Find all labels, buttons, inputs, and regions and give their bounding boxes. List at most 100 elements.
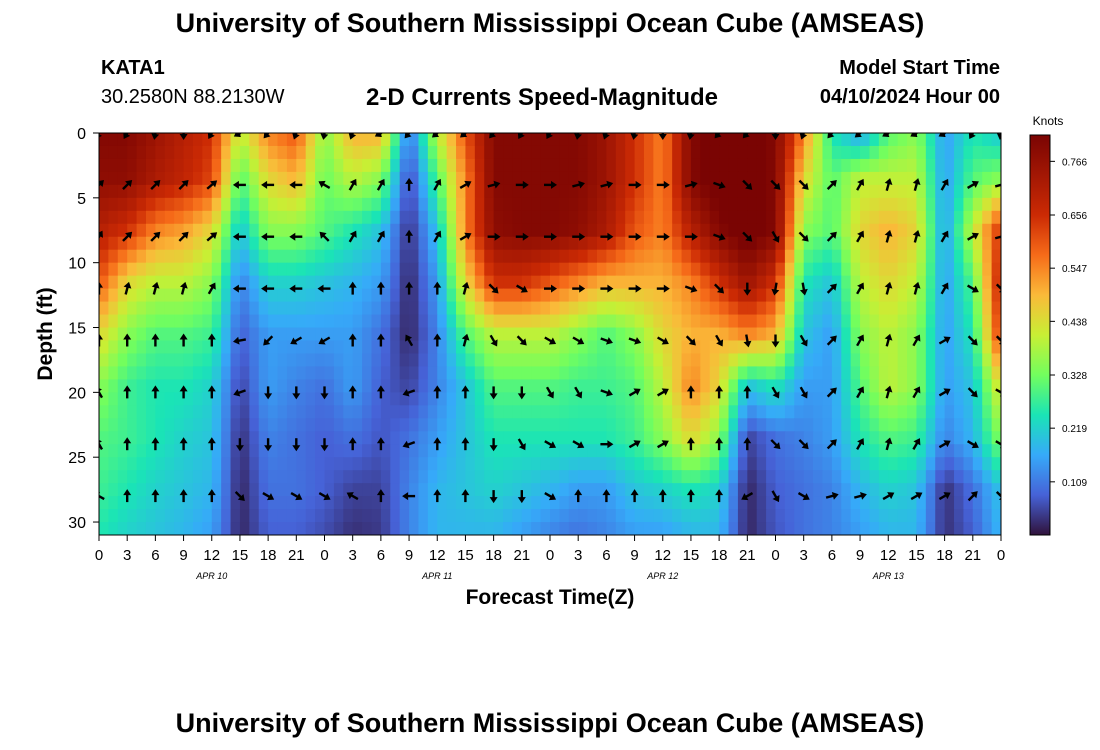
heatmap-cell (474, 288, 485, 303)
current-arrow (910, 492, 923, 501)
heatmap-cell (531, 431, 542, 445)
heatmap-cell (963, 197, 974, 212)
heatmap-cell (418, 301, 429, 316)
heatmap-cell (596, 483, 607, 497)
heatmap-cell (221, 509, 232, 523)
heatmap-cell (709, 483, 720, 497)
heatmap-cell (850, 288, 861, 303)
x-tick-label: 0 (771, 547, 779, 564)
heatmap-cell (991, 288, 1001, 303)
heatmap-cell (803, 133, 814, 147)
heatmap-cell (963, 314, 974, 329)
heatmap-cell (380, 145, 391, 160)
heatmap-cell (719, 522, 730, 535)
heatmap-cell (521, 392, 532, 406)
heatmap-cell (211, 418, 222, 432)
heatmap-cell (775, 418, 786, 432)
heatmap-cell (803, 262, 814, 277)
heatmap-cell (991, 405, 1001, 419)
arrow-head (1000, 180, 1001, 189)
heatmap-cell (305, 171, 316, 186)
current-arrow (459, 180, 472, 189)
heatmap-cell (239, 457, 250, 471)
heatmap-cell (117, 444, 128, 458)
heatmap-cell (540, 366, 551, 380)
heatmap-cell (860, 509, 871, 523)
heatmap-cell (860, 483, 871, 497)
heatmap-cell (305, 184, 316, 199)
heatmap-cell (343, 236, 354, 251)
heatmap-cell (643, 236, 654, 251)
heatmap-cell (756, 444, 767, 458)
arrow-head (970, 390, 978, 398)
arrow-head (151, 385, 160, 392)
heatmap-cell (972, 288, 983, 303)
heatmap-cell (127, 327, 138, 342)
heatmap-cell (944, 483, 955, 497)
heatmap-cell (775, 158, 786, 173)
heatmap-cell (916, 171, 927, 186)
colorbar-tick-label: 0.547 (1062, 264, 1087, 275)
heatmap-cell (681, 210, 692, 225)
current-arrow (826, 335, 837, 346)
heatmap-cell (615, 301, 626, 316)
heatmap-cell (559, 275, 570, 290)
heatmap-cell (305, 197, 316, 212)
heatmap-cell (474, 457, 485, 471)
heatmap-cell (333, 184, 344, 199)
heatmap-cell (465, 133, 476, 147)
heatmap-cell (794, 431, 805, 445)
heatmap-cell (991, 392, 1001, 406)
heatmap-cell (587, 236, 598, 251)
heatmap-cell (221, 418, 232, 432)
heatmap-cell (878, 470, 889, 484)
heatmap-cell (531, 353, 542, 368)
heatmap-cell (324, 483, 335, 497)
heatmap-cell (728, 405, 739, 419)
heatmap-cell (521, 184, 532, 199)
heatmap-cell (766, 444, 777, 458)
heatmap-cell (531, 379, 542, 393)
heatmap-cell (333, 405, 344, 419)
heatmap-cell (202, 457, 213, 471)
heatmap-cell (991, 314, 1001, 329)
heatmap-cell (296, 210, 307, 225)
heatmap-cell (258, 392, 269, 406)
x-tick-label: 15 (908, 547, 925, 564)
x-tick-label: 3 (123, 547, 131, 564)
heatmap-cell (681, 483, 692, 497)
heatmap-cell (737, 236, 748, 251)
heatmap-cell (305, 236, 316, 251)
heatmap-cell (362, 366, 373, 380)
heatmap-cell (540, 197, 551, 212)
heatmap-cell (183, 522, 194, 535)
heatmap-cell (860, 457, 871, 471)
heatmap-cell (221, 470, 232, 484)
heatmap-cell (437, 145, 448, 160)
heatmap-cell (192, 249, 203, 264)
arrow-head (686, 489, 695, 496)
arrow-head (743, 340, 752, 348)
heatmap-cell (409, 444, 420, 458)
heatmap-cell (662, 470, 673, 484)
heatmap-cell (700, 275, 711, 290)
arrow-head (686, 385, 695, 392)
heatmap-cell (709, 418, 720, 432)
heatmap-cell (512, 509, 523, 523)
heatmap-cell (315, 288, 326, 303)
heatmap-cell (371, 301, 382, 316)
arrow-head (433, 281, 442, 288)
heatmap-cell (888, 379, 899, 393)
arrow-head (551, 180, 557, 189)
heatmap-cell (775, 223, 786, 238)
heatmap-cell (944, 470, 955, 484)
heatmap-cell (907, 405, 918, 419)
heatmap-cell (446, 522, 457, 535)
heatmap-cell (690, 522, 701, 535)
heatmap-cell (296, 483, 307, 497)
heatmap-cell (249, 197, 260, 212)
heatmap-cell (878, 314, 889, 329)
arrow-head (884, 333, 893, 341)
heatmap-cell (653, 327, 664, 342)
arrow-head (661, 388, 669, 396)
